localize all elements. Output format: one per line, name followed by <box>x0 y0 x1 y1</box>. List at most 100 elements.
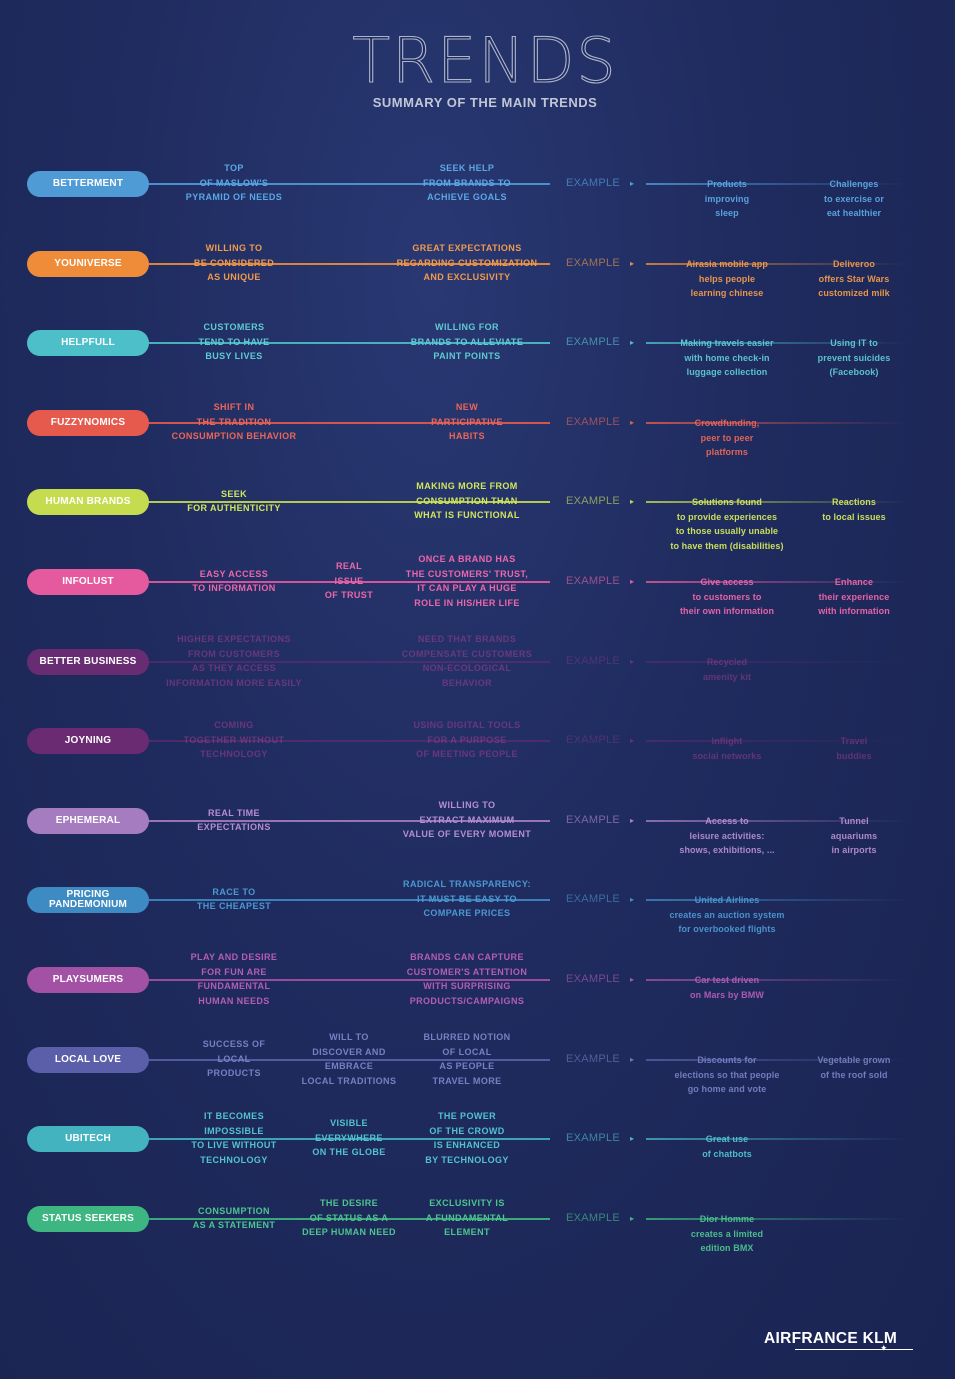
example-label: EXAMPLE <box>566 973 621 985</box>
example-label: EXAMPLE <box>566 177 621 189</box>
trend-pill: INFOLUST <box>27 569 149 595</box>
arrow-right-icon: ▸ <box>630 975 635 984</box>
example-connector-line <box>646 183 906 185</box>
trend-example: Vegetable grown of the roof sold <box>817 1055 891 1080</box>
example-label: EXAMPLE <box>566 893 621 905</box>
trend-description: WILL TO DISCOVER AND EMBRACE LOCAL TRADI… <box>301 1032 397 1086</box>
example-connector-line <box>646 1059 906 1061</box>
trend-example: Give access to customers to their own in… <box>679 577 775 616</box>
trend-example: Products improving sleep <box>704 179 750 218</box>
trend-connector-line <box>140 1059 550 1061</box>
arrow-right-icon: ▸ <box>630 497 635 506</box>
trend-description: WILLING TO BE CONSIDERED AS UNIQUE <box>193 243 275 283</box>
trend-example: Reactions to local issues <box>822 497 886 522</box>
trend-connector-line <box>140 740 550 742</box>
example-label: EXAMPLE <box>566 416 621 428</box>
trend-description: WILLING TO EXTRACT MAXIMUM VALUE OF EVER… <box>402 800 532 840</box>
trend-pill: FUZZYNOMICS <box>27 410 149 436</box>
trend-example: Tunnel aquariums in airports <box>830 816 878 855</box>
trend-description: ONCE A BRAND HAS THE CUSTOMERS' TRUST, I… <box>405 554 529 608</box>
trend-connector-line <box>140 1138 550 1140</box>
arrow-right-icon: ▸ <box>630 338 635 347</box>
arrow-right-icon: ▸ <box>630 895 635 904</box>
trend-connector-line <box>140 183 550 185</box>
trend-example: Discounts for elections so that people g… <box>674 1055 780 1094</box>
trend-connector-line <box>140 820 550 822</box>
trend-description: GREAT EXPECTATIONS REGARDING CUSTOMIZATI… <box>396 243 538 283</box>
trend-description: REAL TIME EXPECTATIONS <box>197 807 271 833</box>
example-connector-line <box>646 899 906 901</box>
example-connector-line <box>646 740 906 742</box>
trend-connector-line <box>140 501 550 503</box>
example-label: EXAMPLE <box>566 1132 621 1144</box>
trend-description: BLURRED NOTION OF LOCAL AS PEOPLE TRAVEL… <box>423 1032 511 1086</box>
trend-pill: BETTER BUSINESS <box>27 649 149 675</box>
trend-pill: STATUS SEEKERS <box>27 1206 149 1232</box>
example-label: EXAMPLE <box>566 1212 621 1224</box>
arrow-right-icon: ▸ <box>630 418 635 427</box>
example-label: EXAMPLE <box>566 814 621 826</box>
trend-description: RACE TO THE CHEAPEST <box>196 886 272 912</box>
example-connector-line <box>646 501 906 503</box>
example-connector-line <box>646 581 906 583</box>
trend-description: TOP OF MASLOW'S PYRAMID OF NEEDS <box>185 163 283 203</box>
trend-description: MAKING MORE FROM CONSUMPTION THAN WHAT I… <box>414 481 520 521</box>
trend-example: Great use of chatbots <box>702 1134 752 1159</box>
trend-description: SHIFT IN THE TRADITION CONSUMPTION BEHAV… <box>171 402 297 442</box>
trend-example: Dior Homme creates a limited edition BMX <box>690 1214 764 1253</box>
arrow-right-icon: ▸ <box>630 577 635 586</box>
arrow-right-icon: ▸ <box>630 657 635 666</box>
example-label: EXAMPLE <box>566 1053 621 1065</box>
trend-example: United Airlines creates an auction syste… <box>669 895 785 934</box>
trend-example: Challenges to exercise or eat healthier <box>824 179 884 218</box>
example-connector-line <box>646 979 906 981</box>
arrow-right-icon: ▸ <box>630 816 635 825</box>
trend-pill: HUMAN BRANDS <box>27 489 149 515</box>
trend-description: THE POWER OF THE CROWD IS ENHANCED BY TE… <box>425 1111 509 1165</box>
trend-description: VISIBLE EVERYWHERE ON THE GLOBE <box>312 1118 386 1158</box>
arrow-right-icon: ▸ <box>630 179 635 188</box>
trend-description: NEED THAT BRANDS COMPENSATE CUSTOMERS NO… <box>401 634 533 688</box>
trend-connector-line <box>140 263 550 265</box>
example-connector-line <box>646 661 906 663</box>
arrow-right-icon: ▸ <box>630 1134 635 1143</box>
trend-connector-line <box>140 899 550 901</box>
example-label: EXAMPLE <box>566 734 621 746</box>
trend-example: Car test driven on Mars by BMW <box>690 975 764 1000</box>
trend-connector-line <box>140 1218 550 1220</box>
trend-description: WILLING FOR BRANDS TO ALLEVIATE PAINT PO… <box>410 322 524 362</box>
trend-description: PLAY AND DESIRE FOR FUN ARE FUNDAMENTAL … <box>190 952 278 1006</box>
trend-description: IT BECOMES IMPOSSIBLE TO LIVE WITHOUT TE… <box>191 1111 277 1165</box>
trend-pill: EPHEMERAL <box>27 808 149 834</box>
trend-description: NEW PARTICIPATIVE HABITS <box>431 402 503 442</box>
trend-example: Enhance their experience with informatio… <box>818 577 890 616</box>
arrow-right-icon: ▸ <box>630 259 635 268</box>
example-label: EXAMPLE <box>566 336 621 348</box>
example-label: EXAMPLE <box>566 495 621 507</box>
example-connector-line <box>646 263 906 265</box>
trend-example: Making travels easier with home check-in… <box>680 338 774 377</box>
example-connector-line <box>646 1138 906 1140</box>
trend-description: CUSTOMERS TEND TO HAVE BUSY LIVES <box>198 322 270 362</box>
trend-connector-line <box>140 979 550 981</box>
trend-example: Solutions found to provide experiences t… <box>670 497 784 551</box>
trend-description: EASY ACCESS TO INFORMATION <box>192 568 276 594</box>
example-label: EXAMPLE <box>566 575 621 587</box>
example-connector-line <box>646 1218 906 1220</box>
trend-example: Access to leisure activities: shows, exh… <box>679 816 775 855</box>
page-subtitle: SUMMARY OF THE MAIN TRENDS <box>372 95 598 110</box>
logo-star-icon: ✦ <box>880 1343 888 1353</box>
example-connector-line <box>646 422 906 424</box>
trend-connector-line <box>140 581 550 583</box>
trend-example: Recycled amenity kit <box>702 657 752 682</box>
page-title: TRENDS <box>352 24 618 97</box>
trend-example: Travel buddies <box>836 736 872 761</box>
example-connector-line <box>646 820 906 822</box>
trend-description: EXCLUSIVITY IS A FUNDAMENTAL ELEMENT <box>425 1198 509 1238</box>
trend-example: Using IT to prevent suicides (Facebook) <box>817 338 891 377</box>
example-label: EXAMPLE <box>566 257 621 269</box>
trend-connector-line <box>140 422 550 424</box>
logo-underline <box>795 1349 913 1350</box>
trend-description: BRANDS CAN CAPTURE CUSTOMER'S ATTENTION … <box>406 952 528 1006</box>
trend-connector-line <box>140 661 550 663</box>
